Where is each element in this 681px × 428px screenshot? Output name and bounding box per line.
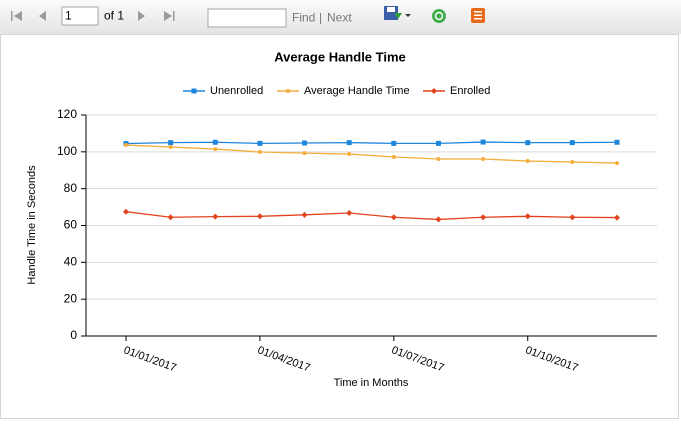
data-point (390, 214, 397, 221)
find-input[interactable] (207, 8, 287, 28)
data-point (346, 209, 353, 216)
toolbar-bg (0, 0, 681, 34)
last-page-button[interactable] (164, 11, 175, 21)
data-point (167, 214, 174, 221)
data-point (302, 151, 307, 156)
data-point (302, 140, 308, 146)
data-point (256, 213, 263, 220)
y-tick-label: 120 (57, 107, 77, 121)
save-button[interactable] (384, 6, 411, 20)
page-input[interactable] (61, 6, 99, 26)
data-point (525, 140, 531, 146)
data-point (346, 140, 352, 146)
data-point (480, 214, 487, 221)
data-point (301, 211, 308, 218)
data-point (614, 139, 620, 145)
data-point (569, 140, 575, 146)
data-point (435, 140, 441, 146)
data-point (213, 147, 218, 152)
data-point (212, 213, 219, 220)
data-point (569, 214, 576, 221)
data-point (347, 152, 352, 157)
legend-marker (431, 88, 437, 94)
y-tick-label: 40 (64, 255, 78, 269)
legend-label: Enrolled (450, 85, 490, 97)
data-point (257, 140, 263, 146)
y-tick-label: 0 (70, 328, 77, 342)
data-point (436, 157, 441, 162)
page-input-text: 1 (65, 9, 72, 23)
data-point (168, 140, 174, 146)
data-point (124, 143, 128, 148)
series-line (125, 141, 618, 145)
next-button[interactable]: Next (327, 11, 352, 25)
y-tick-label: 80 (64, 181, 78, 195)
data-point (615, 161, 619, 166)
export-button[interactable] (471, 8, 485, 23)
data-point (435, 216, 442, 223)
series-line (125, 144, 618, 164)
prev-page-button[interactable] (39, 11, 46, 21)
legend-marker (286, 89, 290, 93)
data-point (391, 140, 397, 146)
data-point (614, 214, 620, 221)
find-button[interactable]: Find (292, 11, 315, 25)
series-line (125, 211, 618, 221)
data-point (480, 139, 486, 145)
data-point (212, 139, 218, 145)
x-axis-title: Time in Months (334, 377, 409, 389)
legend-label: Unenrolled (210, 85, 263, 97)
refresh-button[interactable] (432, 9, 446, 23)
legend-marker (191, 88, 197, 94)
y-tick-label: 100 (57, 144, 77, 158)
page-count: of 1 (104, 9, 124, 23)
y-tick-label: 20 (64, 291, 78, 305)
data-point (123, 208, 129, 215)
y-axis-title: Handle Time in Seconds (26, 165, 38, 285)
data-point (525, 159, 530, 164)
y-tick-label: 60 (64, 218, 78, 232)
legend-label: Average Handle Time (304, 85, 410, 97)
chart-title: Average Handle Time (274, 49, 406, 64)
data-point (257, 150, 262, 155)
data-point (391, 154, 396, 159)
data-point (524, 213, 531, 220)
report-panel (0, 34, 679, 419)
data-point (481, 157, 486, 162)
first-page-button[interactable] (11, 11, 22, 21)
data-point (168, 145, 173, 150)
toolbar: 1 of 1 Find | Next (0, 0, 681, 34)
next-page-button[interactable] (138, 11, 145, 21)
separator: | (319, 11, 322, 25)
data-point (570, 159, 575, 164)
